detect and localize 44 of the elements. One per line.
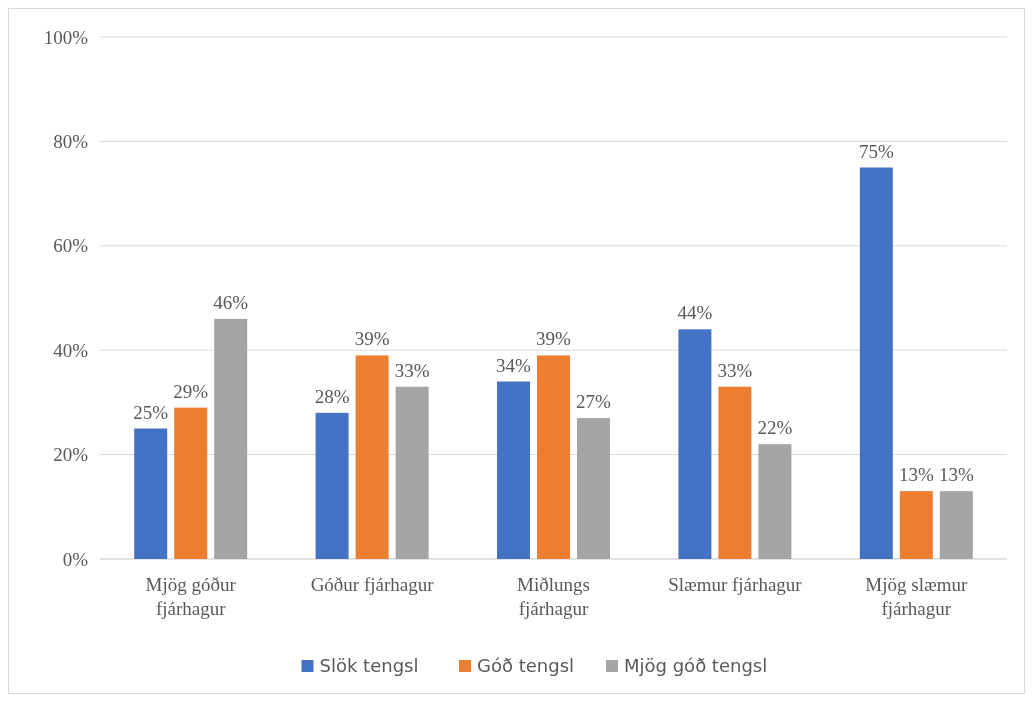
data-label: 33% [717,359,753,381]
y-tick-label: 20% [53,444,89,466]
x-tick-label: Slæmur fjárhagur [668,574,803,595]
bar [174,407,208,559]
bar [537,355,570,559]
data-label: 33% [394,359,430,381]
data-label: 25% [133,401,169,423]
data-label: 13% [898,464,934,486]
x-tick-label: Miðlungs fjárhagur [517,574,590,619]
bar [577,418,610,559]
bar [939,491,973,559]
bar [355,355,389,559]
bar [859,167,893,559]
data-label: 27% [576,391,612,413]
data-label: 29% [173,380,209,402]
bar [214,318,248,559]
legend-label: Slök tengsl [319,655,419,677]
data-label: 22% [757,417,793,439]
data-label: 75% [858,140,894,162]
legend-label: Góð tengsl [477,655,575,677]
data-label: 34% [496,354,532,376]
bar [315,412,349,559]
data-label: 46% [213,291,249,313]
data-label: 28% [314,385,350,407]
bar [899,491,933,559]
y-tick-label: 0% [62,548,89,570]
bar [758,444,792,559]
y-tick-label: 100% [43,26,89,48]
legend-label: Mjög góð tengsl [624,655,768,677]
data-label: 13% [938,464,974,486]
bar [678,329,712,559]
bar [134,428,168,559]
data-label: 39% [354,328,390,350]
y-tick-label: 80% [53,131,89,153]
bar [718,386,752,559]
y-tick-label: 60% [53,235,89,257]
bar [497,381,530,559]
bar [395,386,429,559]
x-tick-label: Mjög slæmur fjárhagur [865,574,968,619]
x-tick-label: Góður fjárhagur [310,574,435,595]
x-tick-label: Mjög góður fjárhagur [145,574,237,619]
data-label: 44% [677,302,713,324]
y-tick-label: 40% [53,339,89,361]
data-label: 39% [536,328,572,350]
